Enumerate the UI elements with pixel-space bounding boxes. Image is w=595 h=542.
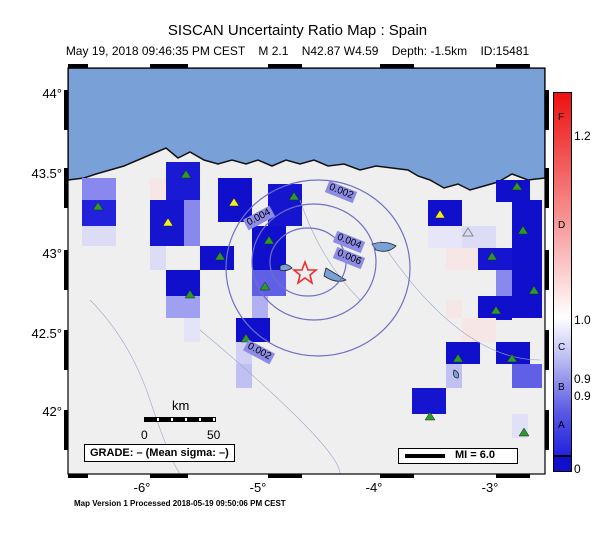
- colorbar-grade: A: [558, 420, 565, 431]
- station-marker: [184, 289, 196, 299]
- colorbar-value: 0: [574, 462, 581, 476]
- scale-bar: [144, 417, 216, 422]
- scale-tick: 0: [141, 428, 148, 442]
- uncertainty-grid: [82, 162, 542, 438]
- mi-box: MI = 6.0: [398, 448, 518, 464]
- station-marker: [180, 169, 192, 179]
- colorbar-grade: B: [558, 382, 565, 393]
- mi-line: [405, 454, 445, 458]
- lat-label: 42.5°: [31, 326, 62, 341]
- colorbar-grade: F: [558, 112, 565, 123]
- colorbar-bottom-swatch: [553, 456, 572, 472]
- map-title: SISCAN Uncertainty Ratio Map : Spain: [167, 22, 428, 39]
- station-marker: [517, 225, 529, 235]
- station-marker: [162, 217, 174, 227]
- lon-label: -6°: [133, 480, 151, 495]
- station-marker: [259, 281, 271, 291]
- station-marker: [528, 285, 540, 295]
- mi-label: MI = 6.0: [455, 449, 496, 461]
- colorbar-grade: D: [558, 220, 566, 231]
- lon-label: -4°: [365, 480, 383, 495]
- colorbar-value: 0.9: [574, 372, 591, 386]
- station-marker: [424, 411, 436, 421]
- colorbar-value: 0.9: [574, 389, 591, 403]
- reservoirs: [279, 242, 459, 379]
- lon-label: -5°: [249, 480, 267, 495]
- lat-label: 42°: [42, 404, 62, 419]
- station-marker: [434, 209, 446, 219]
- colorbar: [553, 92, 572, 456]
- sea-area: [68, 68, 545, 191]
- station-marker: [486, 251, 498, 261]
- footer-note: Map Version 1 Processed 2018-05-19 09:50…: [74, 499, 286, 508]
- station-marker: [92, 201, 104, 211]
- lon-label: -3°: [481, 480, 499, 495]
- scale-unit: km: [172, 398, 190, 413]
- lat-label: 44°: [42, 86, 62, 101]
- scale-tick: 50: [207, 428, 221, 442]
- station-marker: [506, 353, 518, 363]
- station-marker: [452, 353, 464, 363]
- epicenter-star: [291, 259, 319, 285]
- grade-box: GRADE: – (Mean sigma: –): [84, 444, 235, 462]
- station-marker: [462, 227, 474, 237]
- lat-label: 43.5°: [31, 166, 62, 181]
- station-marker: [518, 427, 530, 437]
- graticule-ticks: [64, 64, 549, 478]
- station-marker: [228, 197, 240, 207]
- station-marker: [263, 235, 275, 245]
- lat-label: 43°: [42, 246, 62, 261]
- station-marker: [490, 305, 502, 315]
- station-marker: [214, 251, 226, 261]
- station-marker: [511, 181, 523, 191]
- colorbar-grade: C: [558, 342, 566, 353]
- station-marker: [288, 191, 300, 201]
- colorbar-value: 1.0: [574, 313, 591, 327]
- colorbar-value: 1.2: [574, 129, 591, 143]
- event-info: May 19, 2018 09:46:35 PM CEST M 2.1 N42.…: [65, 44, 530, 58]
